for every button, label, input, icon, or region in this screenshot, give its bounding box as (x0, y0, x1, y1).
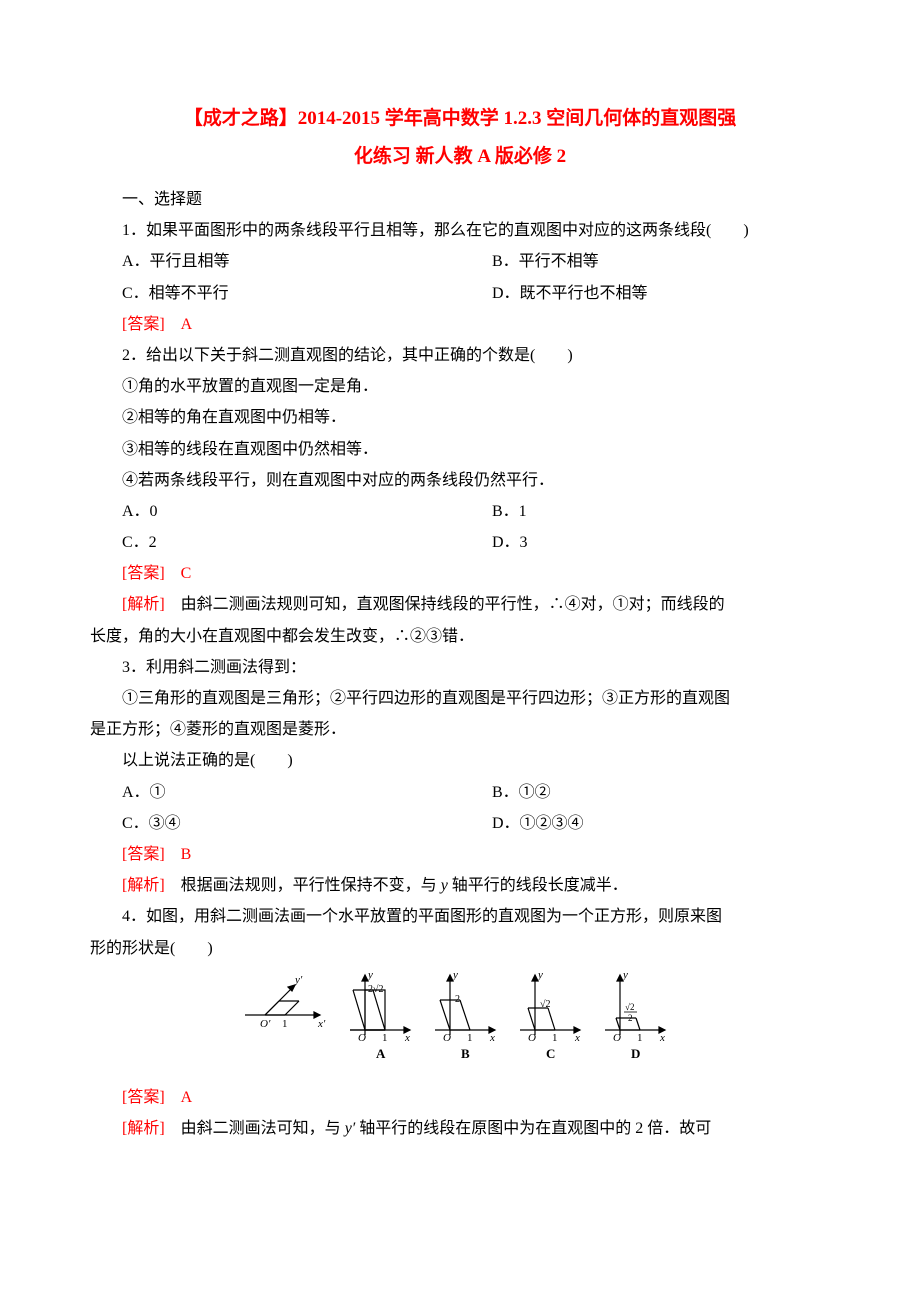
q3-analysis-text: 根据画法规则，平行性保持不变，与 (165, 877, 441, 894)
q3-option-a: A．① (90, 777, 460, 808)
q3-text: 3．利用斜二测画法得到： (90, 652, 830, 683)
q2-analysis-line2: 长度，角的大小在直观图中都会发生改变，∴②③错． (90, 621, 830, 652)
fig-label-O-D: O (613, 1032, 621, 1044)
q1-answer: [答案] A (90, 309, 830, 340)
fig-label-y-A: y (367, 970, 373, 981)
fig-label-Oprime: O′ (260, 1018, 271, 1030)
svg-text:2: 2 (628, 1013, 633, 1023)
q2-s2: ②相等的角在直观图中仍相等． (90, 402, 830, 433)
q3-analysis-text2: 轴平行的线段长度减半． (448, 877, 628, 894)
fig-label-one-D: 1 (637, 1032, 643, 1044)
q1-option-d: D．既不平行也不相等 (460, 278, 830, 309)
q3-option-d: D．①②③④ (460, 808, 830, 839)
q1-text: 1．如果平面图形中的两条线段平行且相等，那么在它的直观图中对应的这两条线段( ) (90, 215, 830, 246)
q3-options: A．① B．①② C．③④ D．①②③④ (90, 777, 830, 839)
q3-option-c: C．③④ (90, 808, 460, 839)
q2-s4: ④若两条线段平行，则在直观图中对应的两条线段仍然平行． (90, 465, 830, 496)
q2-analysis-line1: [解析] 由斜二测画法规则可知，直观图保持线段的平行性，∴④对，①对；而线段的 (90, 589, 830, 620)
q2-s3: ③相等的线段在直观图中仍然相等． (90, 434, 830, 465)
q3-analysis-y: y (441, 877, 448, 894)
fig-label-O-A: O (358, 1032, 366, 1044)
q1-options: A．平行且相等 B．平行不相等 C．相等不平行 D．既不平行也不相等 (90, 246, 830, 308)
title-line-1: 【成才之路】2014-2015 学年高中数学 1.2.3 空间几何体的直观图强 (90, 100, 830, 138)
q3-s1: ①三角形的直观图是三角形；②平行四边形的直观图是平行四边形；③正方形的直观图 (90, 683, 830, 714)
q4-figure: O′ 1 x′ y′ y x O 1 2√2 A (90, 970, 830, 1076)
q2-s1: ①角的水平放置的直观图一定是角． (90, 371, 830, 402)
q4-answer: [答案] A (90, 1082, 830, 1113)
fig-label-B: B (461, 1046, 470, 1061)
fig-label-x-A: x (404, 1032, 410, 1044)
q4-text: 4．如图，用斜二测画法画一个水平放置的平面图形的直观图为一个正方形，则原来图 (90, 901, 830, 932)
q4-analysis-y: y′ (345, 1120, 356, 1137)
fig-label-2r2: 2√2 (368, 984, 384, 995)
fig-label-D: D (631, 1046, 640, 1061)
q2-option-c: C．2 (90, 527, 460, 558)
q3-option-b: B．①② (460, 777, 830, 808)
q4-diagrams-svg: O′ 1 x′ y′ y x O 1 2√2 A (230, 970, 690, 1065)
fig-label-O-C: O (528, 1032, 536, 1044)
section-heading: 一、选择题 (90, 184, 830, 215)
fig-label-one-A: 1 (382, 1032, 388, 1044)
q2-option-b: B．1 (460, 496, 830, 527)
doc-title: 【成才之路】2014-2015 学年高中数学 1.2.3 空间几何体的直观图强 … (90, 100, 830, 176)
fig-label-r2: √2 (540, 999, 551, 1010)
q2-analysis-label: [解析] (122, 596, 165, 613)
fig-label-one-C: 1 (552, 1032, 558, 1044)
q3-s1b: 是正方形；④菱形的直观图是菱形． (90, 714, 830, 745)
fig-label-x-D: x (659, 1032, 665, 1044)
q4-text2: 形的形状是( ) (90, 933, 830, 964)
fig-label-C: C (546, 1046, 555, 1061)
fig-label-y-B: y (452, 970, 458, 981)
q2-options: A．0 B．1 C．2 D．3 (90, 496, 830, 558)
q2-text: 2．给出以下关于斜二测直观图的结论，其中正确的个数是( ) (90, 340, 830, 371)
fig-label-A: A (376, 1046, 386, 1061)
title-line-2: 化练习 新人教 A 版必修 2 (90, 138, 830, 176)
svg-text:√2: √2 (625, 1002, 634, 1012)
fig-label-xprime: x′ (317, 1018, 326, 1030)
q1-option-b: B．平行不相等 (460, 246, 830, 277)
fig-label-y-D: y (622, 970, 628, 981)
fig-label-x-B: x (489, 1032, 495, 1044)
q4-analysis-text: 由斜二测画法可知，与 (165, 1120, 345, 1137)
q4-analysis: [解析] 由斜二测画法可知，与 y′ 轴平行的线段在原图中为在直观图中的 2 倍… (90, 1113, 830, 1144)
fig-label-y-C: y (537, 970, 543, 981)
q3-analysis-label: [解析] (122, 877, 165, 894)
q2-option-d: D．3 (460, 527, 830, 558)
q3-analysis: [解析] 根据画法规则，平行性保持不变，与 y 轴平行的线段长度减半． (90, 870, 830, 901)
q4-analysis-label: [解析] (122, 1120, 165, 1137)
q4-analysis-text2: 轴平行的线段在原图中为在直观图中的 2 倍．故可 (355, 1120, 711, 1137)
q2-analysis-text1: 由斜二测画法规则可知，直观图保持线段的平行性，∴④对，①对；而线段的 (165, 596, 725, 613)
q2-answer: [答案] C (90, 558, 830, 589)
q2-option-a: A．0 (90, 496, 460, 527)
fig-label-one-0: 1 (282, 1018, 288, 1030)
fig-label-yprime: y′ (294, 974, 303, 986)
fig-label-x-C: x (574, 1032, 580, 1044)
q3-answer: [答案] B (90, 839, 830, 870)
q1-option-c: C．相等不平行 (90, 278, 460, 309)
q1-option-a: A．平行且相等 (90, 246, 460, 277)
fig-label-O-B: O (443, 1032, 451, 1044)
q3-s2: 以上说法正确的是( ) (90, 745, 830, 776)
fig-label-one-B: 1 (467, 1032, 473, 1044)
fig-label-2: 2 (455, 994, 460, 1005)
